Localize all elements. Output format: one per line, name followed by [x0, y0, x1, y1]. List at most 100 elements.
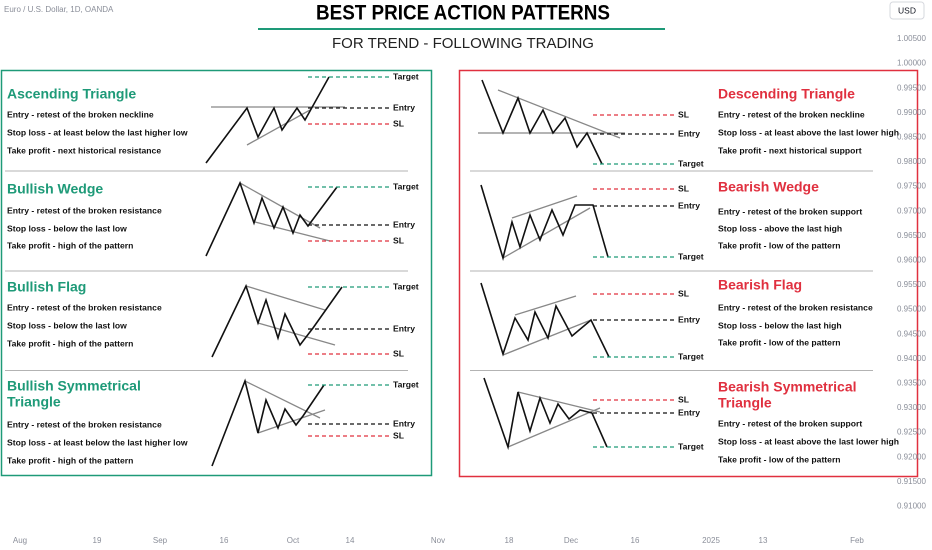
level-label: SL: [678, 394, 689, 404]
time-label: Oct: [287, 536, 300, 545]
price-label: 0.95500: [897, 280, 926, 289]
rule-text: Take profit - next historical resistance: [7, 145, 161, 155]
pattern-price: [481, 79, 603, 165]
rule-text: Stop loss - below the last high: [718, 320, 842, 330]
pattern-title: Bullish Symmetrical: [7, 378, 141, 394]
price-label: 0.96000: [897, 256, 926, 265]
subtitle: FOR TREND - FOLLOWING TRADING: [332, 35, 594, 52]
level-label: Entry: [678, 128, 700, 138]
level-label: Entry: [393, 418, 415, 428]
rule-text: Stop loss - at least below the last high…: [7, 127, 188, 137]
level-label: SL: [678, 288, 689, 298]
time-label: 13: [759, 536, 768, 545]
rule-text: Stop loss - at least above the last lowe…: [718, 436, 899, 446]
level-label: SL: [678, 183, 689, 193]
rule-text: Take profit - high of the pattern: [7, 240, 133, 250]
rule-text: Stop loss - at least above the last lowe…: [718, 127, 899, 137]
rule-text: Stop loss - below the last low: [7, 223, 127, 233]
price-label: 0.98000: [897, 157, 926, 166]
time-label: 16: [220, 536, 229, 545]
level-label: Entry: [393, 102, 415, 112]
pattern-guide: [244, 380, 321, 419]
pattern-price: [211, 378, 325, 467]
pattern-price: [480, 282, 610, 358]
pattern-title: Bearish Symmetrical: [718, 379, 857, 395]
pattern-guide: [257, 409, 326, 434]
pattern-guide: [517, 391, 601, 413]
price-label: 0.99500: [897, 83, 926, 92]
price-label: 0.92500: [897, 428, 926, 437]
title: BEST PRICE ACTION PATTERNS: [316, 2, 610, 25]
rule-text: Take profit - low of the pattern: [718, 454, 841, 464]
pattern-guide: [497, 89, 621, 139]
level-label: Target: [678, 441, 704, 451]
price-label: 0.96500: [897, 231, 926, 240]
pattern-title: Bearish Flag: [718, 277, 802, 293]
price-label: 0.94500: [897, 329, 926, 338]
rule-text: Stop loss - at least below the last high…: [7, 437, 188, 447]
rule-text: Entry - retest of the broken resistance: [718, 302, 873, 312]
rule-text: Entry - retest of the broken support: [718, 206, 862, 216]
level-label: Target: [678, 158, 704, 168]
price-label: 0.97500: [897, 182, 926, 191]
time-label: 18: [505, 536, 514, 545]
price-label: 0.99000: [897, 108, 926, 117]
symbol-label: Euro / U.S. Dollar, 1D, OANDA: [4, 5, 114, 14]
price-label: 0.92000: [897, 452, 926, 461]
level-label: SL: [678, 109, 689, 119]
rule-text: Entry - retest of the broken resistance: [7, 302, 162, 312]
time-label: Sep: [153, 536, 168, 545]
rule-text: Entry - retest of the broken support: [718, 418, 862, 428]
price-label: 0.91000: [897, 502, 926, 511]
time-label: Aug: [13, 536, 27, 545]
currency[interactable]: USD: [898, 5, 916, 15]
price-label: 0.91500: [897, 477, 926, 486]
rule-text: Entry - retest of the broken resistance: [7, 205, 162, 215]
level-label: SL: [393, 430, 404, 440]
pattern-title: Bearish Wedge: [718, 179, 819, 195]
time-label: Nov: [431, 536, 445, 545]
level-label: Target: [393, 379, 419, 389]
level-label: SL: [393, 235, 404, 245]
right-panel: [458, 69, 919, 478]
price-label: 0.93000: [897, 403, 926, 412]
level-label: Target: [393, 181, 419, 191]
pattern-title: Descending Triangle: [718, 86, 855, 102]
level-label: Entry: [393, 219, 415, 229]
pattern-price: [205, 180, 338, 257]
rule-text: Stop loss - above the last high: [718, 223, 842, 233]
rule-text: Take profit - high of the pattern: [7, 455, 133, 465]
price-label: 0.95000: [897, 305, 926, 314]
currency-box[interactable]: [889, 1, 925, 20]
level-label: Entry: [393, 323, 415, 333]
pattern-guide: [246, 109, 311, 146]
level-label: Target: [678, 251, 704, 261]
rule-text: Stop loss - below the last low: [7, 320, 127, 330]
rule-text: Entry - retest of the broken resistance: [7, 419, 162, 429]
price-label: 0.93500: [897, 379, 926, 388]
time-label: 16: [631, 536, 640, 545]
pattern-price: [483, 377, 608, 451]
rule-text: Take profit - low of the pattern: [718, 337, 841, 347]
pattern-price: [211, 283, 343, 358]
level-label: Entry: [678, 314, 700, 324]
level-label: Target: [393, 281, 419, 291]
rule-text: Entry - retest of the broken neckline: [718, 109, 865, 119]
pattern-guide: [514, 295, 577, 316]
pattern-title: Bullish Wedge: [7, 181, 103, 197]
rule-text: Take profit - high of the pattern: [7, 338, 133, 348]
time-label: 19: [93, 536, 102, 545]
price-label: 1.00500: [897, 34, 926, 43]
price-label: 0.98500: [897, 133, 926, 142]
rule-text: Take profit - low of the pattern: [718, 240, 841, 250]
pattern-guide: [502, 207, 591, 259]
pattern-price: [480, 184, 609, 262]
pattern-title: Triangle: [718, 395, 772, 411]
pattern-price: [205, 76, 330, 164]
time-label: 14: [346, 536, 355, 545]
pattern-guide: [257, 322, 336, 346]
level-label: SL: [393, 118, 404, 128]
left-panel: [0, 69, 433, 477]
pattern-guide: [245, 285, 326, 311]
price-label: 1.00000: [897, 59, 926, 68]
